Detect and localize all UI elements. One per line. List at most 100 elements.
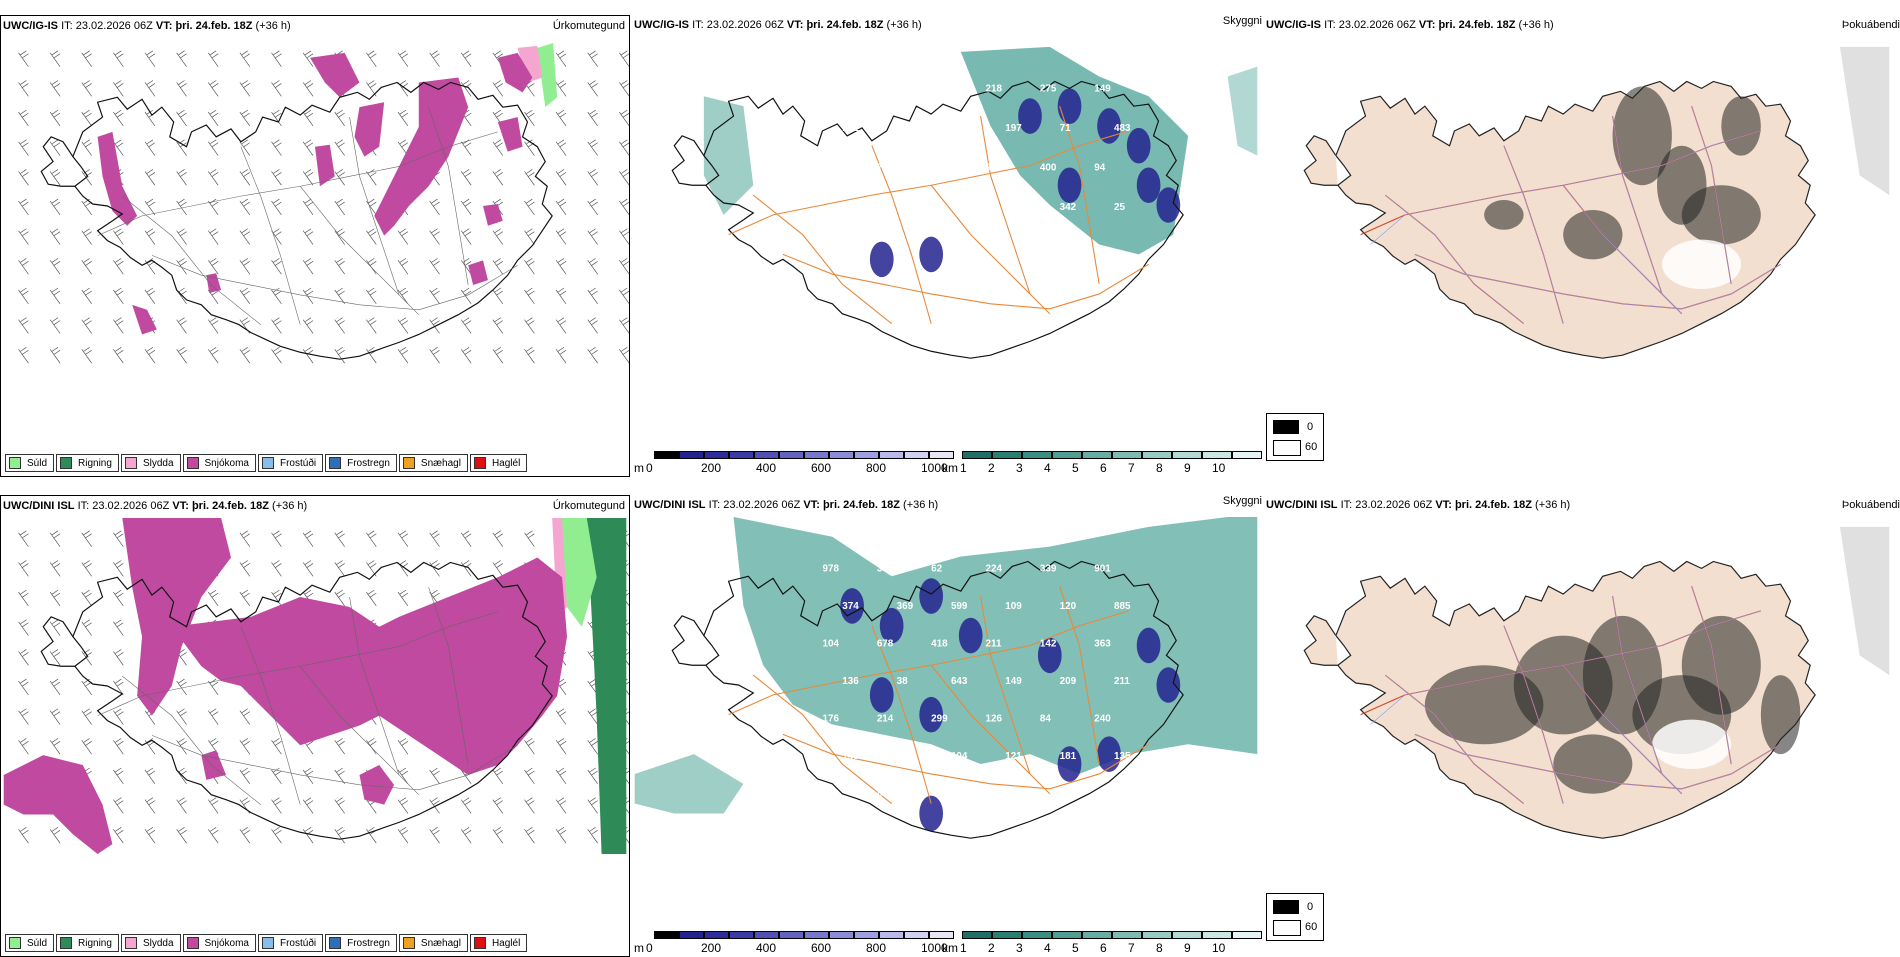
cloud-base-label: 241 [842, 202, 859, 213]
cloud-base-label: 197 [1005, 123, 1022, 134]
legend-item: Slydda [120, 934, 181, 952]
panel-title: Úrkomutegund [552, 500, 625, 512]
visibility-tick: 9 [1184, 941, 1191, 955]
legend-item: Haglél [469, 934, 528, 952]
cloud-base-label: 86 [897, 751, 908, 762]
ceiling-unit: m [634, 941, 644, 955]
cloud-base-label: 275 [1040, 83, 1057, 94]
legend-item: Snæhagl [398, 454, 468, 472]
visibility-tick: 6 [1100, 941, 1107, 955]
legend-item: Haglél [469, 454, 528, 472]
cloud-base-label: 183 [951, 202, 968, 213]
cloud-base-label: 962 [822, 83, 839, 94]
legend-item: Rigning [56, 454, 119, 472]
cloud-base-label: 104 [951, 751, 968, 762]
snow-area [97, 131, 138, 226]
cloud-base-label: 224 [986, 563, 1003, 574]
legend-swatch [60, 457, 73, 469]
visibility-unit: km [942, 461, 958, 475]
ceiling-colorbar: m 0 200 400 600 800 1000 [634, 451, 954, 475]
cloud-base-label: 374 [842, 601, 859, 612]
cloud-base-label: 121 [1005, 751, 1022, 762]
cloud-base-label: 209 [1060, 676, 1077, 687]
ceiling-tick: 1000 [921, 461, 948, 475]
cloud-base-label: 599 [951, 601, 968, 612]
legend-item: Snjókoma [182, 454, 256, 472]
legend-swatch [186, 457, 199, 469]
drizzle-area [557, 518, 597, 627]
visibility-unit: km [942, 941, 958, 955]
cloud-base-label: 643 [951, 676, 968, 687]
visibility-tick: 3 [1016, 941, 1023, 955]
legend-item: Snæhagl [398, 934, 468, 952]
ceiling-tick: 0 [646, 461, 653, 475]
cloud-base-label: 211 [1114, 676, 1130, 687]
cloud-base-label: 300 [951, 123, 968, 134]
visibility-tick: 4 [1044, 941, 1051, 955]
fog-scale-box: 0 60 [1266, 413, 1324, 461]
cloud-base-label: 483 [1114, 123, 1131, 134]
visibility-tick: 1 [960, 941, 967, 955]
legend-swatch [473, 937, 486, 949]
visibility-tick: 2 [988, 941, 995, 955]
precip-legend: Súld Rigning Slydda Snjókoma Frostúði Fr… [5, 934, 528, 952]
visibility-tick: 4 [1044, 461, 1051, 475]
rain-area [586, 518, 627, 854]
visibility-tick: 1 [960, 461, 967, 475]
coastline [72, 561, 553, 840]
cloud-base-label: 342 [1060, 202, 1077, 213]
precip-map [18, 42, 629, 364]
snow-area [497, 52, 533, 93]
cloud-base-label: 149 [1005, 676, 1022, 687]
cloud-base-label: 841 [931, 83, 948, 94]
sleet-area [517, 45, 543, 83]
cloud-base-label: 211 [986, 638, 1002, 649]
visibility-tick: 5 [1072, 941, 1079, 955]
fog-scale-box: 0 60 [1266, 893, 1324, 941]
legend-item: Frostregn [325, 934, 397, 952]
cloud-base-label: 135 [1114, 751, 1131, 762]
ceiling-colorbar: m 0 200 400 600 800 1000 [634, 931, 954, 955]
visibility-panel: UWC/IG-IS IT: 23.02.2026 06Z VT: þri. 24… [632, 15, 1262, 477]
ceiling-tick: 600 [811, 941, 832, 955]
cloud-base-label: 418 [931, 638, 948, 649]
precip-legend: Súld Rigning Slydda Snjókoma Frostúði Fr… [5, 454, 528, 472]
legend-swatch [402, 457, 415, 469]
cloud-base-label: 299 [931, 714, 948, 725]
panel-title: Úrkomutegund [552, 20, 625, 32]
visibility-tick: 10 [1212, 941, 1226, 955]
cloud-base-label: 38 [897, 676, 908, 687]
visibility-colorbar: km 1 2 3 4 5 6 7 8 9 10 [942, 451, 1262, 475]
cloud-base-label: 149 [1094, 83, 1111, 94]
legend-swatch [124, 937, 137, 949]
legend-swatch [329, 937, 342, 949]
cloud-base-label: 176 [822, 714, 839, 725]
visibility-tick: 8 [1156, 461, 1163, 475]
ceiling-unit: m [634, 461, 644, 475]
visibility-tick: 5 [1072, 461, 1079, 475]
cloud-base-label: 384 [877, 563, 894, 574]
cloud-base-label: 978 [822, 563, 839, 574]
ceiling-tick: 800 [866, 941, 887, 955]
legend-item: Slydda [120, 454, 181, 472]
ceiling-tick: 200 [701, 461, 722, 475]
snow-area [171, 557, 568, 775]
visibility-map: 962 207 841 218 275 149 141 738 300 197 71 483 218 73… [671, 46, 1258, 359]
cloud-base-label: 104 [822, 638, 839, 649]
legend-item: Frostúði [257, 934, 324, 952]
snow-area [354, 102, 385, 157]
cloud-base-label: 301 [931, 162, 948, 173]
cloud-base-label: 678 [877, 638, 894, 649]
legend-item: Snjókoma [182, 934, 256, 952]
ceiling-tick: 600 [811, 461, 832, 475]
visibility-map: 978 384 62 224 339 901 374 369 599 109 120 885 104 67… [634, 517, 1258, 839]
legend-swatch [473, 457, 486, 469]
cloud-base-label: 94 [1094, 162, 1105, 173]
snow-area [483, 204, 503, 226]
visibility-panel: UWC/DINI ISL IT: 23.02.2026 06Z VT: þri.… [632, 495, 1262, 957]
legend-item: Frostregn [325, 454, 397, 472]
cloud-base-label: 96 [986, 162, 997, 173]
fog-indicator-map [1303, 46, 1890, 359]
panel-header: UWC/DINI ISL IT: 23.02.2026 06Z VT: þri.… [1266, 499, 1571, 511]
panel-header: UWC/IG-IS IT: 23.02.2026 06Z VT: þri. 24… [1266, 19, 1554, 31]
